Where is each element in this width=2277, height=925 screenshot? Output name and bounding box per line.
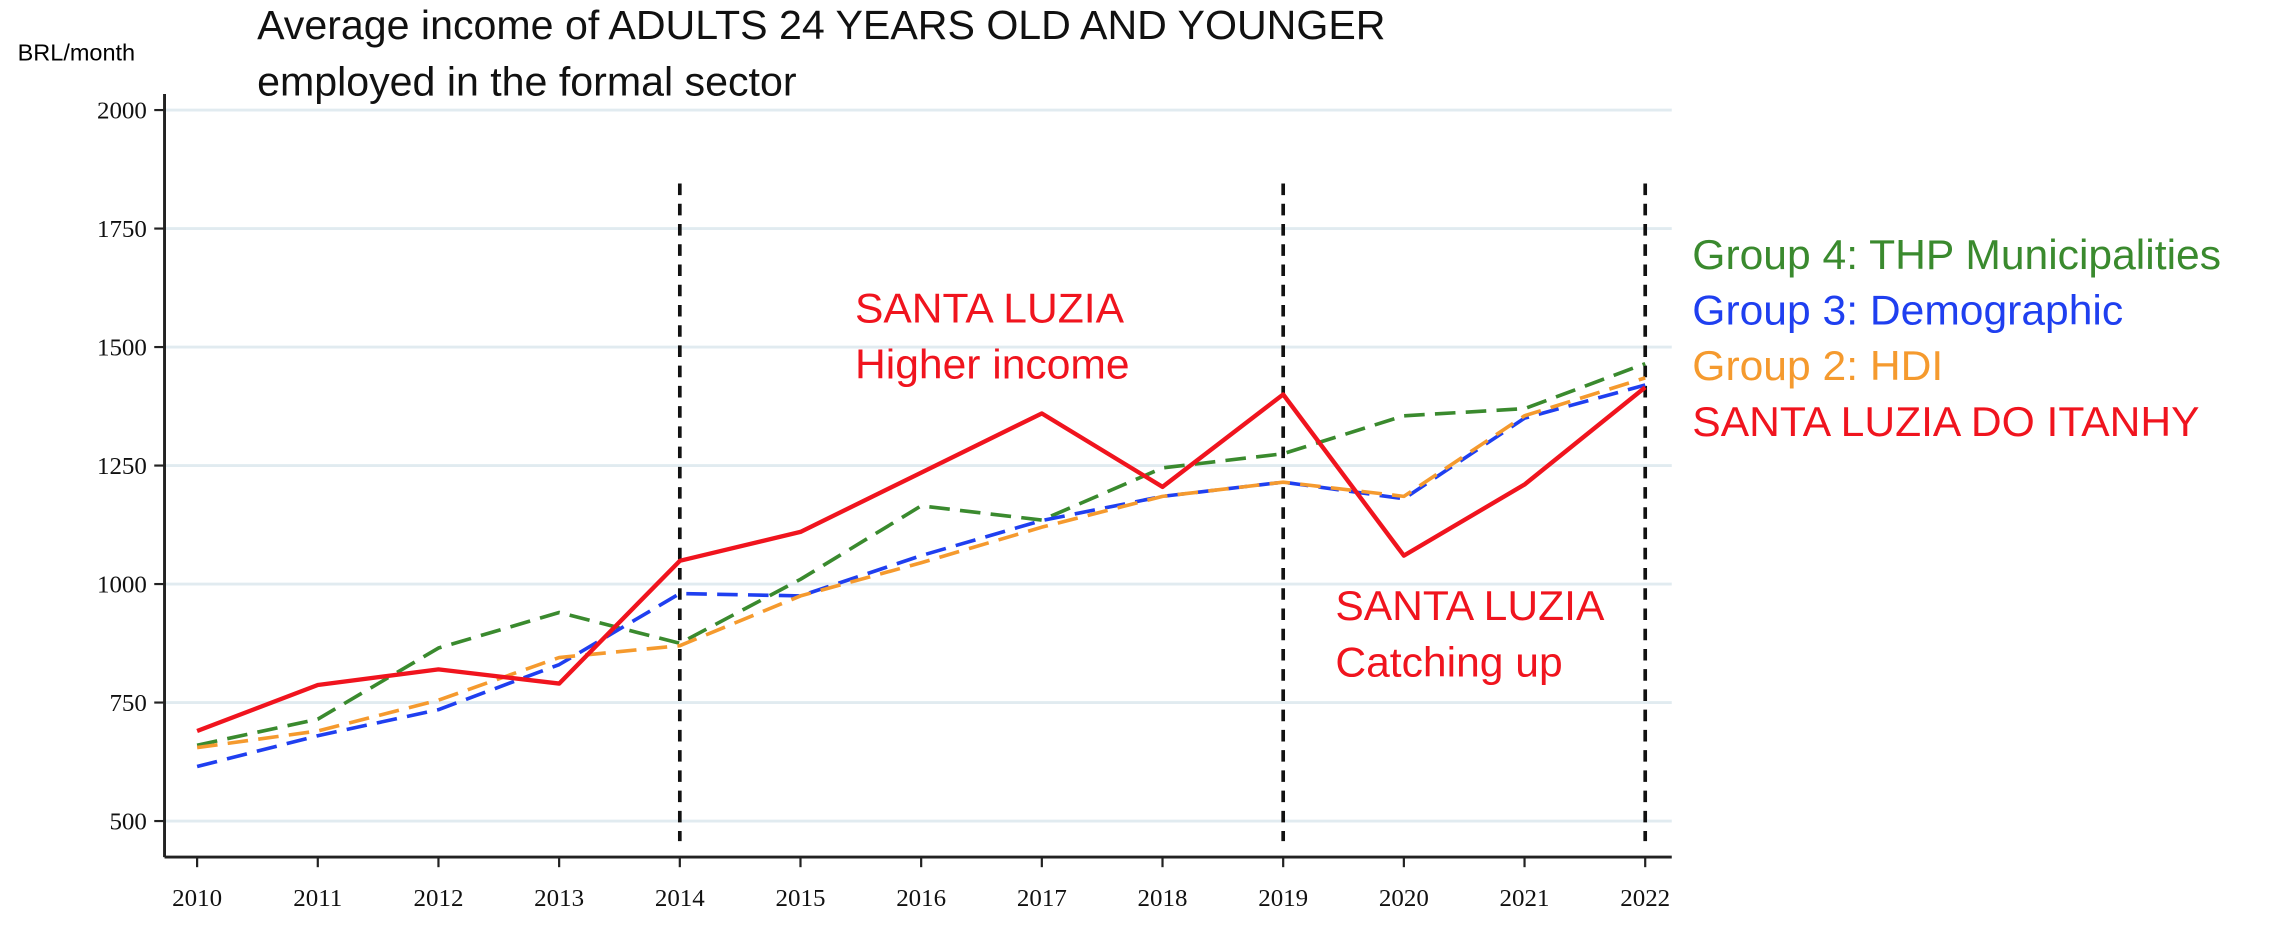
annotation: SANTA LUZIA Catching up bbox=[1335, 582, 1605, 685]
annotation-text: SANTA LUZIA bbox=[855, 285, 1125, 332]
y-tick-label: 2000 bbox=[97, 98, 147, 125]
series-line bbox=[196, 383, 1646, 769]
x-tick-label: 2018 bbox=[1138, 885, 1188, 912]
series-line bbox=[196, 361, 1646, 747]
x-tick-label: 2016 bbox=[896, 885, 946, 912]
legend-entry: SANTA LUZIA DO ITANHY bbox=[1692, 398, 2199, 445]
x-tick-label: 2013 bbox=[534, 885, 584, 912]
chart-title: Average income of ADULTS 24 YEARS OLD AN… bbox=[257, 2, 1385, 48]
legend-entry: Group 3: Demographic bbox=[1692, 287, 2123, 334]
legend-entry: Group 2: HDI bbox=[1692, 342, 1943, 389]
x-tick-label: 2019 bbox=[1258, 885, 1308, 912]
series-line bbox=[196, 376, 1646, 750]
y-tick-label: 750 bbox=[109, 690, 146, 717]
annotation-text: SANTA LUZIA bbox=[1335, 582, 1605, 629]
x-tick-label: 2010 bbox=[172, 885, 222, 912]
x-tick-label: 2021 bbox=[1500, 885, 1550, 912]
y-tick-label: 500 bbox=[109, 809, 146, 836]
y-tick-label: 1250 bbox=[97, 453, 147, 480]
y-axis-label: BRL/month bbox=[18, 40, 135, 66]
x-tick-label: 2011 bbox=[293, 885, 342, 912]
annotation-text: Catching up bbox=[1335, 639, 1562, 686]
series-line bbox=[196, 385, 1647, 734]
annotation: SANTA LUZIA Higher income bbox=[855, 285, 1130, 388]
annotation-text: Higher income bbox=[855, 341, 1130, 388]
chart-title: employed in the formal sector bbox=[257, 59, 796, 105]
y-tick-label: 1750 bbox=[97, 216, 147, 243]
y-tick-label: 1000 bbox=[97, 572, 147, 599]
y-tick-label: 1500 bbox=[97, 335, 147, 362]
x-tick-label: 2017 bbox=[1017, 885, 1067, 912]
x-tick-label: 2015 bbox=[776, 885, 826, 912]
x-tick-label: 2022 bbox=[1620, 885, 1670, 912]
x-tick-label: 2020 bbox=[1379, 885, 1429, 912]
x-tick-label: 2014 bbox=[655, 885, 705, 912]
x-tick-label: 2012 bbox=[413, 885, 463, 912]
legend-entry: Group 4: THP Municipalities bbox=[1692, 231, 2221, 278]
